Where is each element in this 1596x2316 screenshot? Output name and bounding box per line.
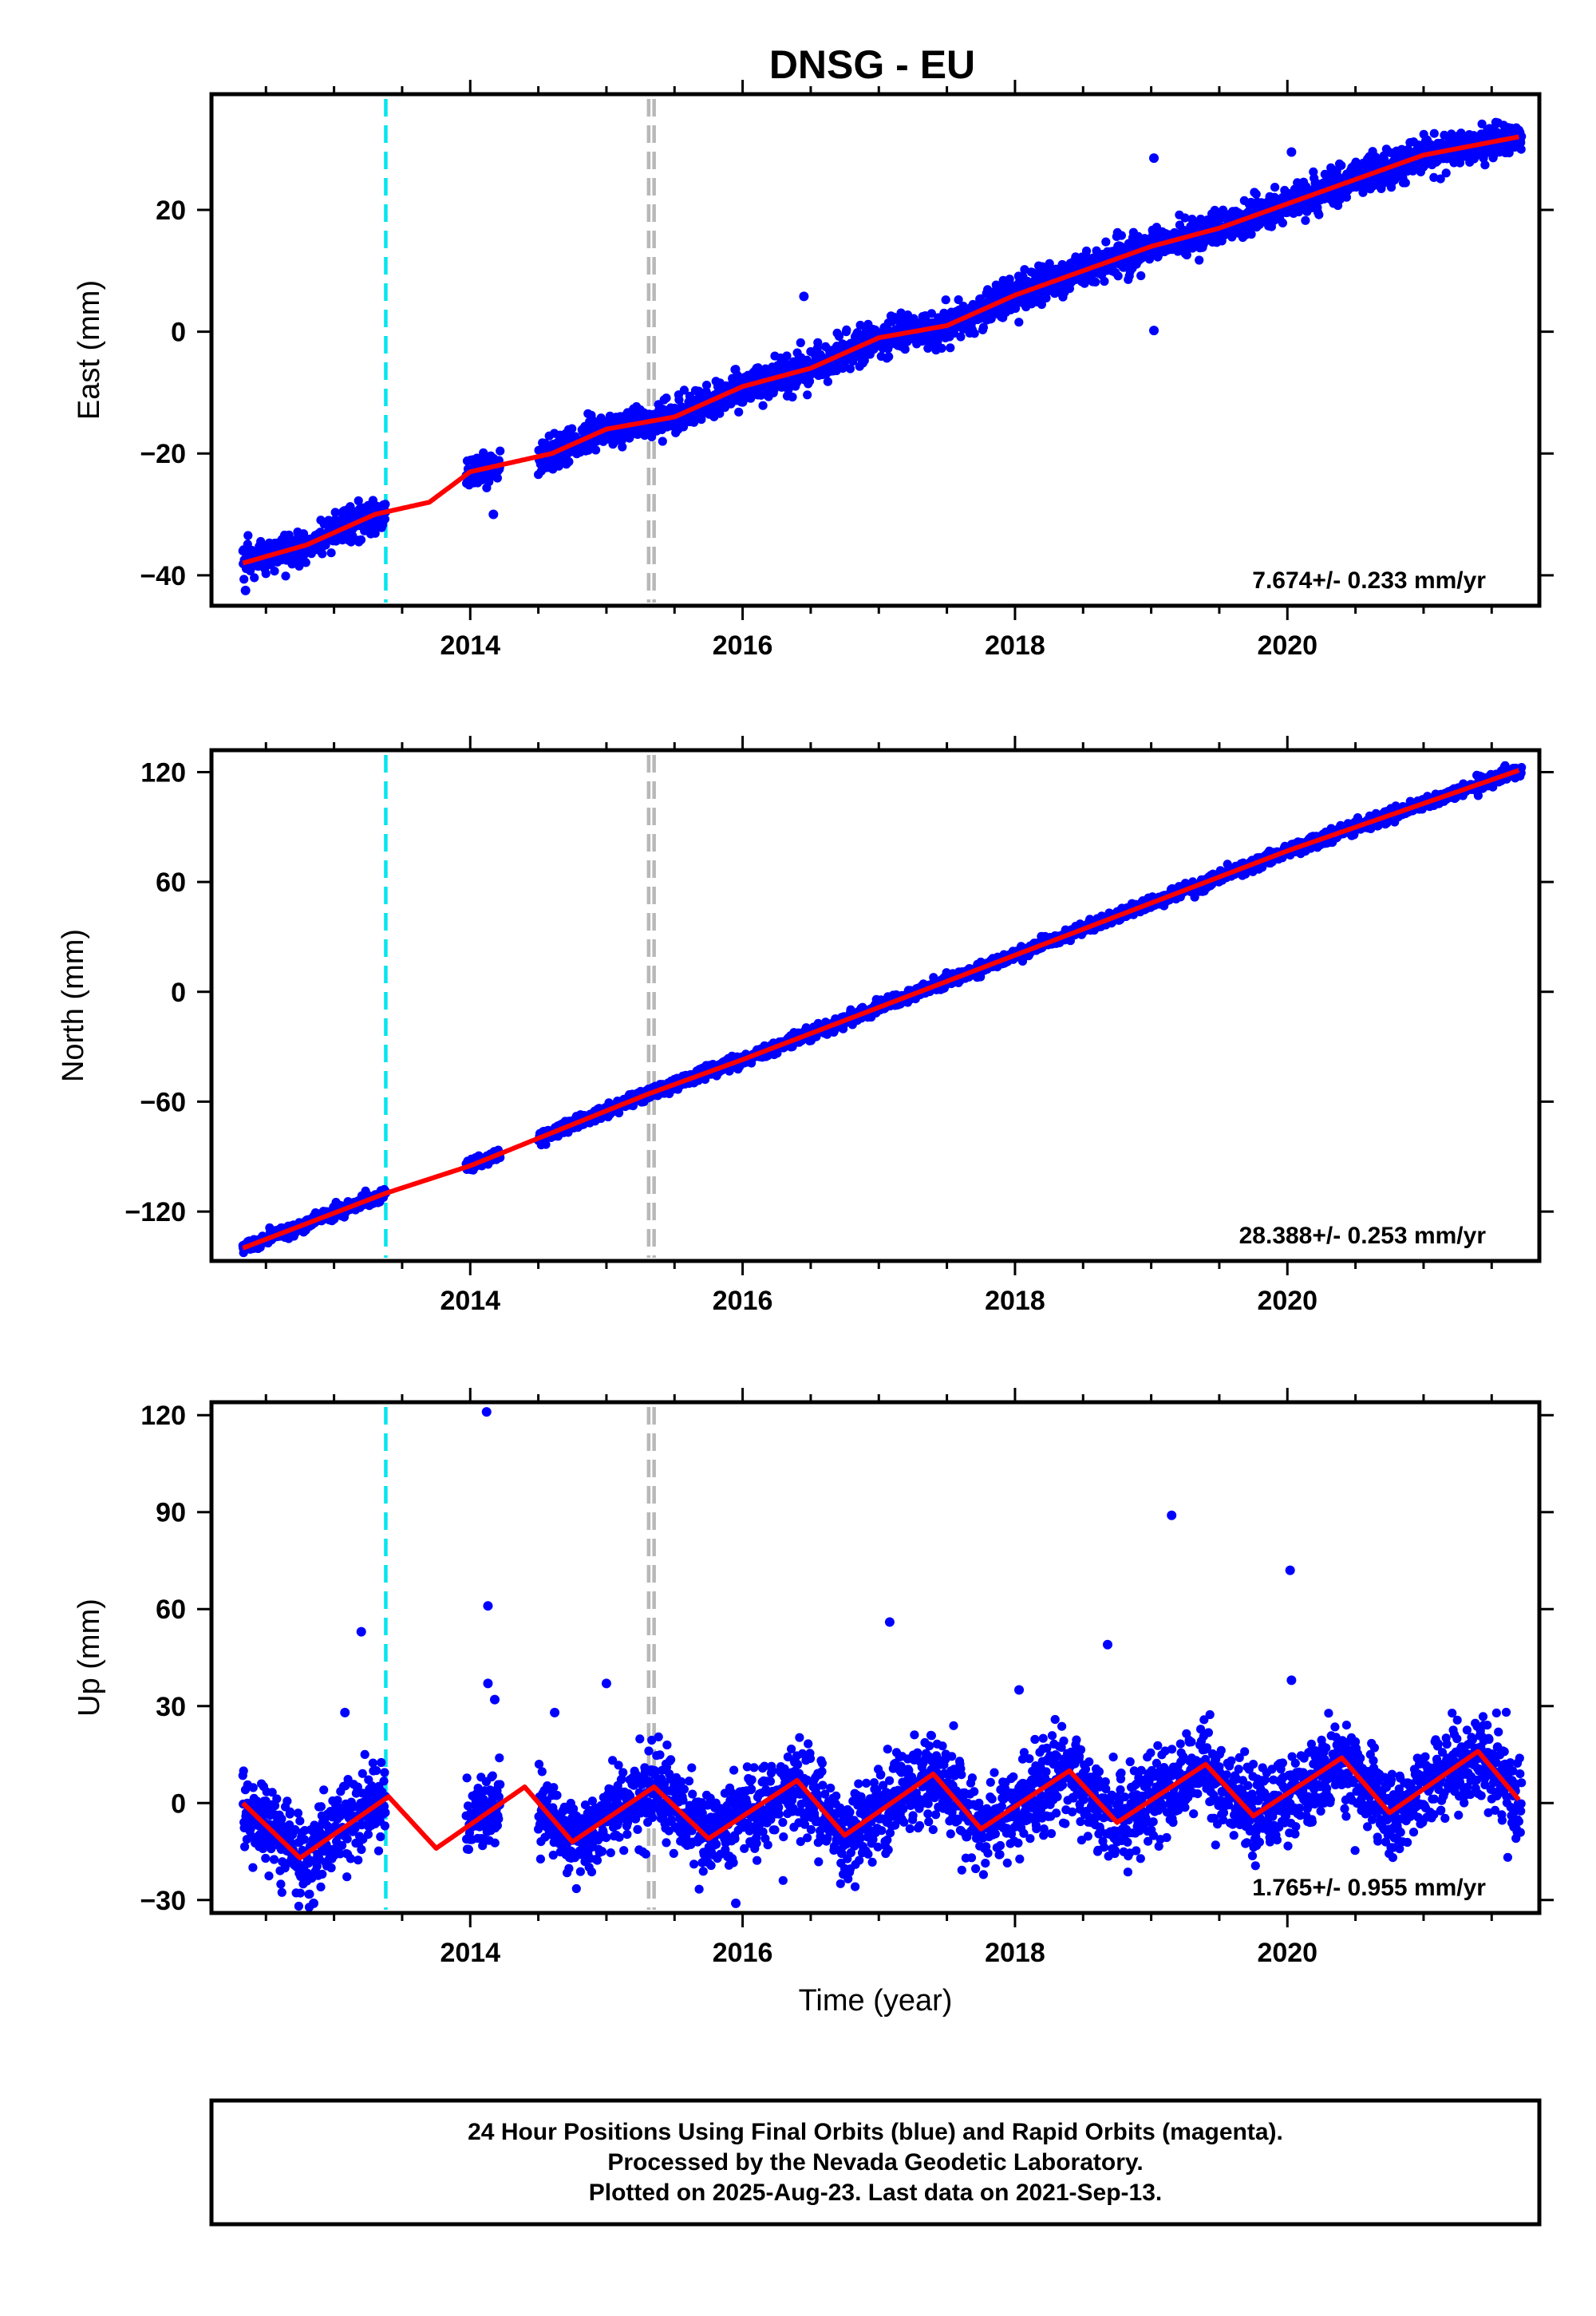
data-point (813, 338, 823, 347)
data-point (900, 345, 910, 354)
data-point (301, 558, 310, 567)
data-point (782, 351, 792, 361)
data-point (802, 355, 812, 365)
data-point (243, 531, 253, 540)
data-point (281, 571, 290, 581)
outlier-point (1149, 326, 1159, 336)
data-point (926, 309, 936, 318)
data-point (1400, 178, 1410, 188)
data-point (937, 343, 946, 353)
data-point (1011, 303, 1021, 313)
y-tick-label: 0 (171, 318, 186, 348)
data-point (1441, 168, 1451, 178)
data-point (1278, 218, 1287, 227)
data-point (270, 567, 279, 576)
data-point (564, 456, 574, 467)
data-point (701, 381, 712, 390)
data-point (1091, 277, 1100, 287)
data-point (978, 322, 988, 332)
outlier-point (799, 291, 809, 302)
data-point (954, 295, 963, 305)
data-point (1116, 231, 1126, 240)
outlier-point (1149, 153, 1159, 164)
data-point (1270, 183, 1280, 192)
data-point (1314, 210, 1324, 219)
data-point (380, 514, 389, 524)
data-point (567, 424, 577, 433)
data-point (845, 364, 855, 373)
data-point (674, 395, 684, 405)
data-point (796, 338, 805, 348)
data-point (970, 329, 979, 338)
data-point (855, 320, 865, 330)
x-tick-label: 2018 (985, 630, 1045, 661)
x-tick-label: 2016 (713, 630, 773, 661)
data-point (658, 437, 667, 446)
data-point (1100, 276, 1109, 287)
data-point (956, 332, 966, 342)
x-tick-label: 2014 (440, 630, 500, 661)
rate-label: 7.674+/- 0.233 mm/yr (1252, 567, 1486, 594)
data-point (618, 442, 627, 452)
east-panel: 2014 2016 2018 2020 −40 −20 0 20 East (mm) 7.674+… (73, 80, 1554, 661)
data-point (261, 569, 271, 579)
data-point (662, 393, 671, 403)
data-point (318, 549, 327, 559)
outlier-point (488, 509, 499, 520)
data-point (250, 573, 259, 583)
data-point (356, 535, 366, 545)
data-point (1251, 189, 1261, 199)
data-point (354, 496, 363, 506)
data-point (823, 377, 832, 386)
data-point (239, 575, 249, 584)
y-tick-label: −20 (140, 439, 186, 469)
outlier-point (1286, 147, 1297, 157)
data-point (1081, 246, 1092, 256)
data-point (1195, 255, 1204, 265)
data-point (1480, 160, 1490, 170)
figure-title: DNSG - EU (769, 42, 975, 87)
data-point (370, 528, 380, 538)
data-point (326, 548, 336, 558)
outlier-point (240, 585, 251, 595)
data-point (941, 295, 950, 305)
data-point (1337, 160, 1346, 170)
data-point (689, 417, 699, 427)
y-axis-label: East (mm) (73, 280, 106, 420)
data-point (834, 331, 844, 341)
data-point (1101, 237, 1111, 247)
data-point (804, 377, 815, 386)
data-point (381, 500, 390, 509)
data-point (884, 352, 894, 362)
data-point (1113, 271, 1123, 281)
data-point (842, 325, 851, 334)
data-point (492, 473, 503, 483)
y-tick-label: 20 (156, 196, 186, 226)
data-point (734, 407, 744, 417)
data-point (591, 445, 601, 455)
x-tick-label: 2020 (1257, 630, 1317, 661)
data-point (1301, 215, 1310, 225)
y-tick-label: −40 (140, 561, 186, 591)
data-point (788, 392, 797, 402)
data-point (679, 385, 689, 395)
data-point (1014, 318, 1024, 327)
data-point (496, 446, 505, 456)
data-point (946, 343, 955, 353)
data-point (1136, 271, 1146, 281)
data-point (330, 508, 340, 517)
data-point (1516, 144, 1526, 154)
data-point (848, 356, 858, 366)
data-point (1429, 128, 1439, 138)
data-point (758, 401, 768, 410)
data-point (803, 390, 812, 400)
